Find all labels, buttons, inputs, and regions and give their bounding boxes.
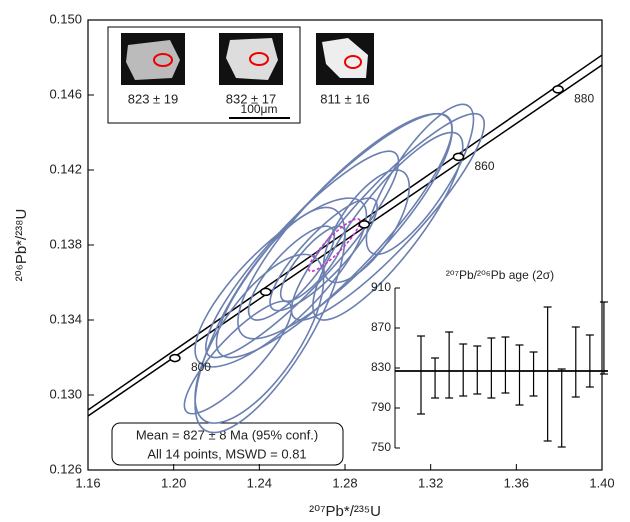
error-ellipse [194,197,368,368]
mean-text: All 14 points, MSWD = 0.81 [147,446,306,461]
x-axis-label: ²⁰⁷Pb*/²³⁵U [309,503,381,520]
error-ellipse [290,112,486,321]
y-tick-label: 0.142 [49,161,82,176]
spot [153,53,173,67]
error-ellipse [307,217,361,273]
age-marker [169,353,181,363]
error-ellipse [312,131,464,321]
photo-label: 811 ± 16 [320,91,370,106]
spot [344,55,362,69]
y-tick-label: 0.134 [49,311,82,326]
inset-title: ²⁰⁷Pb/²⁰⁶Pb age (2σ) [446,268,554,282]
inset-tick-label: 830 [371,360,391,374]
spot [249,52,269,66]
inset-tick-label: 750 [371,440,391,454]
inset-tick-label: 870 [371,320,391,334]
photo-label: 832 ± 17 [226,91,277,106]
age-marker [260,287,272,297]
error-ellipse [269,197,378,312]
error-ellipse [183,300,293,415]
error-ellipse [194,206,346,434]
x-tick-label: 1.40 [589,475,614,490]
x-tick-label: 1.36 [504,475,529,490]
age-marker [552,85,564,94]
mean-box [111,422,344,466]
grain [226,38,278,80]
error-ellipse [322,169,411,284]
y-tick-label: 0.138 [49,236,82,251]
y-tick-label: 0.126 [49,461,82,476]
age-marker [358,220,371,229]
scale-label: 100μm [241,102,278,116]
inset-tick-label: 910 [371,280,391,294]
x-tick-label: 1.32 [418,475,443,490]
error-ellipse [365,103,475,256]
y-axis-label: ²⁰⁶Pb*/²³⁸U [13,209,30,282]
x-tick-label: 1.16 [75,475,100,490]
photo-label: 823 ± 19 [128,91,179,106]
y-tick-label: 0.150 [49,11,82,26]
error-ellipse [279,225,346,303]
age-label: 800 [191,360,211,374]
x-tick-label: 1.20 [161,475,186,490]
inset-tick-label: 790 [371,400,391,414]
y-tick-label: 0.130 [49,386,82,401]
mean-text: Mean = 827 ± 8 Ma (95% conf.) [136,427,318,442]
y-tick-label: 0.146 [49,86,82,101]
age-marker [452,152,465,162]
x-tick-label: 1.28 [332,475,357,490]
age-label: 880 [574,92,594,106]
x-tick-label: 1.24 [247,475,272,490]
age-label: 860 [475,159,495,173]
